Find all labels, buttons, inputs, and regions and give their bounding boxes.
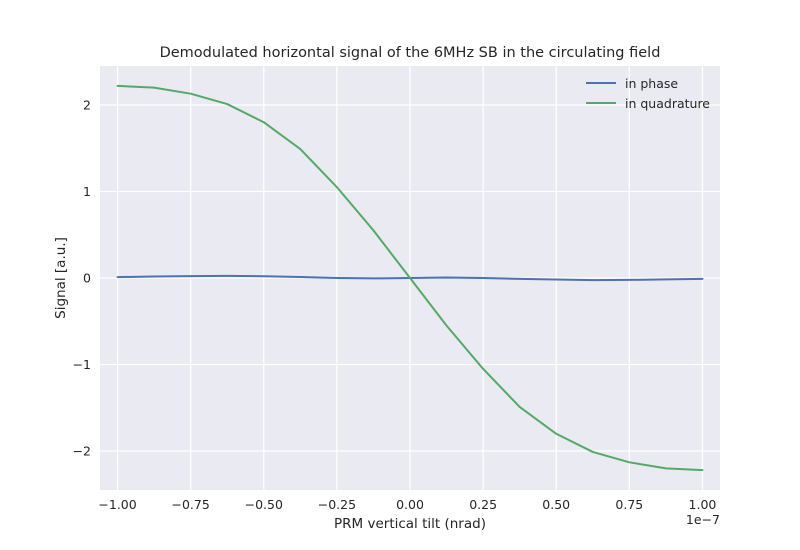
x-tick-label: 0.75 bbox=[615, 497, 643, 512]
legend-label-in-phase: in phase bbox=[625, 76, 678, 91]
x-tick-label: 0.25 bbox=[469, 497, 497, 512]
x-tick-label: −0.50 bbox=[245, 497, 283, 512]
y-tick-label: 2 bbox=[83, 97, 91, 112]
x-tick-label: 0.00 bbox=[396, 497, 424, 512]
legend-label-in-quadrature: in quadrature bbox=[625, 96, 710, 111]
chart-title: Demodulated horizontal signal of the 6MH… bbox=[160, 45, 661, 61]
grid-lines bbox=[100, 66, 720, 490]
y-tick-label: −1 bbox=[73, 357, 91, 372]
series-layer bbox=[116, 84, 704, 472]
y-tick-label: −2 bbox=[73, 444, 91, 459]
tick-labels: −1.00 −0.75 −0.50 −0.25 0.00 0.25 0.50 0.75 1.00… bbox=[73, 97, 717, 512]
y-tick-label: 0 bbox=[83, 271, 91, 286]
x-tick-label: −0.75 bbox=[172, 497, 210, 512]
x-tick-label: 1.00 bbox=[689, 497, 717, 512]
x-axis-label: PRM vertical tilt (nrad) bbox=[334, 516, 486, 532]
legend: in phase in quadrature bbox=[586, 76, 710, 111]
y-tick-label: 1 bbox=[83, 184, 91, 199]
x-tick-label: 0.50 bbox=[542, 497, 570, 512]
x-tick-label: −0.25 bbox=[318, 497, 356, 512]
x-tick-label: −1.00 bbox=[98, 497, 136, 512]
y-axis-label: Signal [a.u.] bbox=[53, 237, 69, 319]
series-line-in-quadrature bbox=[116, 84, 704, 472]
x-axis-offset-text: 1e−7 bbox=[686, 512, 720, 527]
